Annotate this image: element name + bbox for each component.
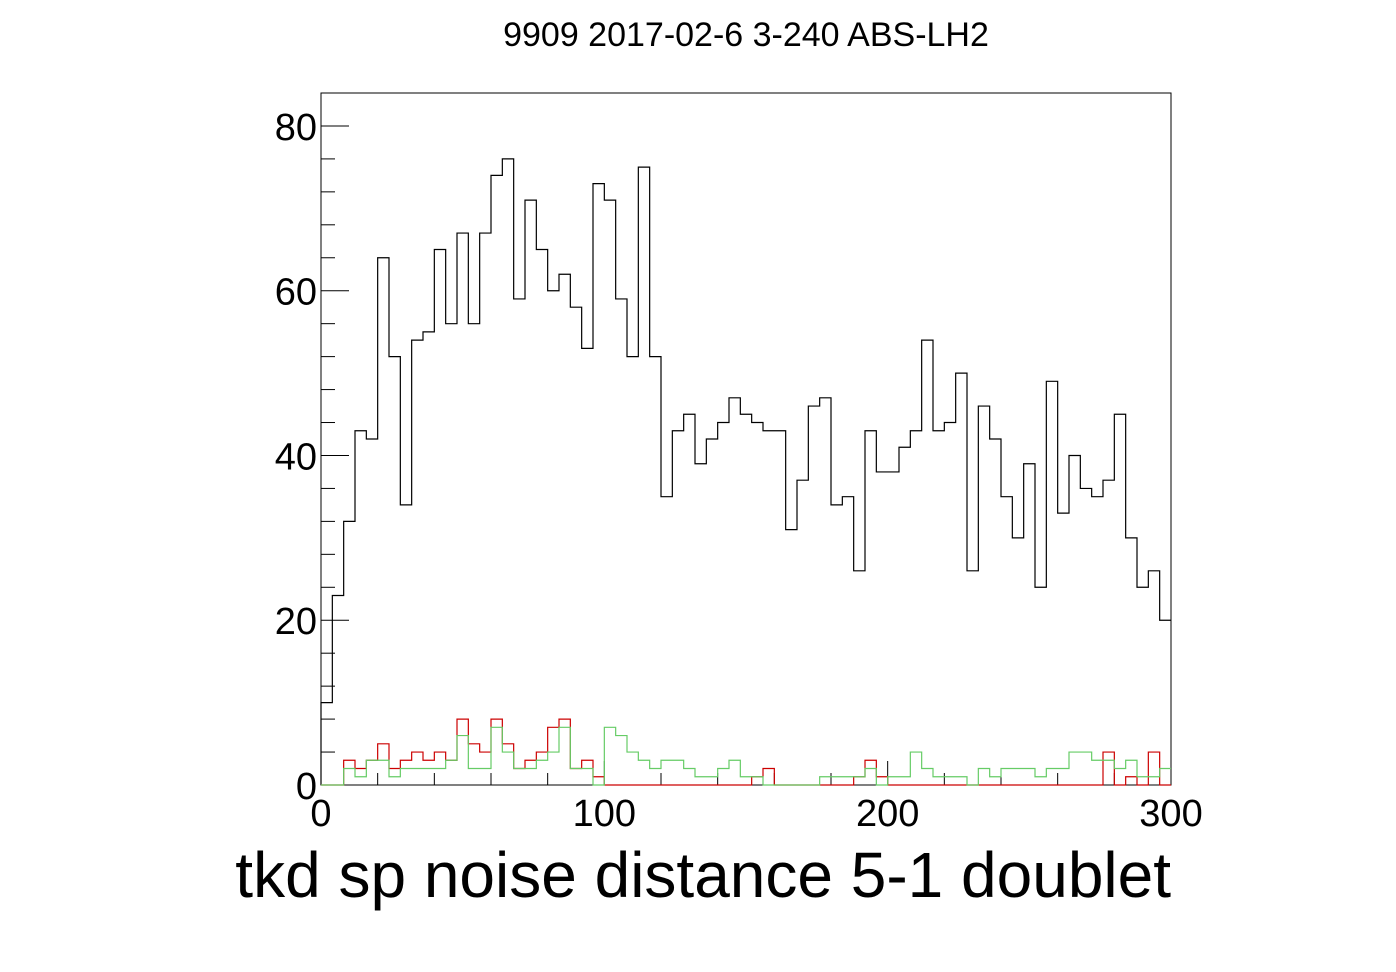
x-tick-label: 200 <box>856 793 919 835</box>
x-tick-label: 300 <box>1139 793 1202 835</box>
y-tick-label: 60 <box>275 272 317 314</box>
chart-title: 9909 2017-02-6 3-240 ABS-LH2 <box>503 16 989 54</box>
x-tick-label: 0 <box>310 793 331 835</box>
histogram-series-0 <box>320 158 1171 785</box>
y-tick-label: 80 <box>275 107 317 149</box>
x-tick-label: 100 <box>573 793 636 835</box>
y-tick-label: 0 <box>296 766 317 808</box>
y-tick-label: 40 <box>275 436 317 478</box>
x-axis-ticks: 0 100 200 300 <box>310 761 1203 835</box>
y-axis-ticks: 0 20 40 60 80 <box>275 92 349 808</box>
histogram-series-2 <box>321 726 1171 786</box>
y-tick-label: 20 <box>275 601 317 643</box>
plot-frame <box>320 92 1172 786</box>
series-layer <box>320 158 1171 786</box>
histogram-series-1 <box>321 718 1171 786</box>
x-axis-label: tkd sp noise distance 5-1 doublet <box>235 839 1171 911</box>
